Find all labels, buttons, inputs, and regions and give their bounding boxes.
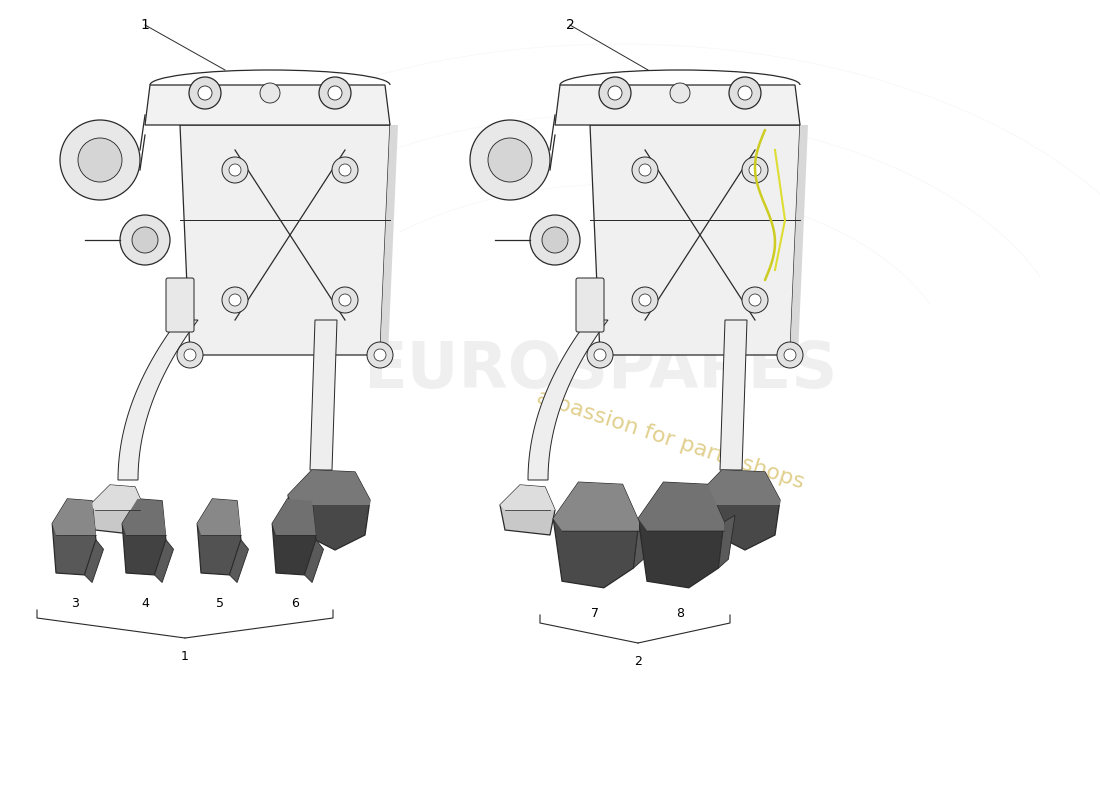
- Circle shape: [639, 294, 651, 306]
- Circle shape: [319, 77, 351, 109]
- Circle shape: [542, 227, 568, 253]
- Circle shape: [608, 86, 622, 100]
- Polygon shape: [634, 515, 650, 568]
- Polygon shape: [122, 499, 166, 575]
- Circle shape: [639, 164, 651, 176]
- Polygon shape: [638, 482, 724, 530]
- Polygon shape: [272, 499, 316, 535]
- Circle shape: [184, 349, 196, 361]
- Text: 8: 8: [676, 607, 684, 620]
- Circle shape: [670, 83, 690, 103]
- Polygon shape: [553, 482, 639, 588]
- Polygon shape: [197, 499, 241, 575]
- Circle shape: [367, 342, 393, 368]
- Text: 2: 2: [634, 655, 642, 668]
- Circle shape: [594, 349, 606, 361]
- Circle shape: [777, 342, 803, 368]
- Polygon shape: [154, 540, 174, 582]
- Text: 5: 5: [216, 597, 224, 610]
- Polygon shape: [790, 125, 808, 355]
- Polygon shape: [272, 499, 316, 575]
- Circle shape: [374, 349, 386, 361]
- Circle shape: [749, 164, 761, 176]
- Circle shape: [749, 294, 761, 306]
- Polygon shape: [500, 485, 556, 510]
- Circle shape: [632, 287, 658, 313]
- Polygon shape: [90, 485, 145, 510]
- Polygon shape: [720, 320, 747, 470]
- Polygon shape: [85, 540, 103, 582]
- Polygon shape: [145, 85, 390, 125]
- Circle shape: [470, 120, 550, 200]
- Polygon shape: [718, 515, 735, 568]
- Polygon shape: [288, 470, 370, 550]
- Polygon shape: [528, 320, 608, 480]
- Polygon shape: [553, 482, 639, 530]
- Polygon shape: [500, 485, 556, 535]
- Circle shape: [260, 83, 280, 103]
- Circle shape: [60, 120, 140, 200]
- Polygon shape: [197, 499, 241, 535]
- Polygon shape: [638, 482, 724, 588]
- Text: 6: 6: [292, 597, 299, 610]
- Polygon shape: [698, 470, 780, 505]
- Polygon shape: [556, 85, 800, 125]
- Circle shape: [742, 157, 768, 183]
- Circle shape: [488, 138, 532, 182]
- Polygon shape: [118, 320, 198, 480]
- Circle shape: [738, 86, 752, 100]
- Circle shape: [332, 287, 358, 313]
- Circle shape: [120, 215, 170, 265]
- Polygon shape: [305, 540, 323, 582]
- Polygon shape: [379, 125, 398, 355]
- Circle shape: [222, 157, 248, 183]
- Circle shape: [742, 287, 768, 313]
- Text: 1: 1: [182, 650, 189, 663]
- Circle shape: [328, 86, 342, 100]
- Text: 2: 2: [565, 18, 574, 32]
- Polygon shape: [698, 470, 780, 550]
- Text: 1: 1: [141, 18, 150, 32]
- Text: 4: 4: [141, 597, 149, 610]
- Polygon shape: [52, 499, 96, 575]
- Circle shape: [729, 77, 761, 109]
- FancyBboxPatch shape: [576, 278, 604, 332]
- Polygon shape: [590, 125, 800, 355]
- Circle shape: [339, 164, 351, 176]
- Polygon shape: [310, 320, 337, 470]
- Polygon shape: [122, 499, 166, 535]
- Circle shape: [229, 164, 241, 176]
- Circle shape: [587, 342, 613, 368]
- Circle shape: [189, 77, 221, 109]
- Polygon shape: [230, 540, 249, 582]
- Polygon shape: [180, 125, 390, 355]
- Circle shape: [600, 77, 631, 109]
- Circle shape: [198, 86, 212, 100]
- Circle shape: [132, 227, 158, 253]
- Polygon shape: [288, 470, 370, 505]
- Circle shape: [222, 287, 248, 313]
- Circle shape: [78, 138, 122, 182]
- Polygon shape: [52, 499, 96, 535]
- Circle shape: [177, 342, 204, 368]
- FancyBboxPatch shape: [166, 278, 194, 332]
- Text: 3: 3: [72, 597, 79, 610]
- Polygon shape: [90, 485, 145, 535]
- Circle shape: [229, 294, 241, 306]
- Circle shape: [784, 349, 796, 361]
- Circle shape: [530, 215, 580, 265]
- Circle shape: [339, 294, 351, 306]
- Circle shape: [632, 157, 658, 183]
- Text: a passion for parts shops: a passion for parts shops: [534, 387, 806, 493]
- Circle shape: [332, 157, 358, 183]
- Text: EUROSPARES: EUROSPARES: [363, 339, 837, 401]
- Text: 7: 7: [591, 607, 600, 620]
